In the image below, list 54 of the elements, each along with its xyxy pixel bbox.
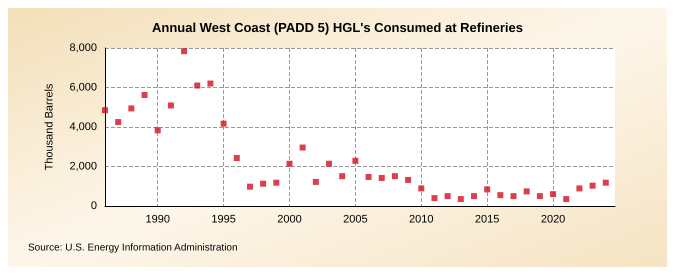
point (470, 193, 477, 200)
source-note: Source: U.S. Energy Information Administration (28, 242, 238, 254)
point (392, 173, 398, 180)
x-tick-label: 1990 (145, 214, 170, 226)
point (312, 178, 319, 185)
point (510, 193, 517, 200)
point (524, 188, 530, 194)
point (115, 119, 122, 126)
point (484, 186, 490, 192)
point (378, 174, 385, 181)
point (220, 120, 227, 127)
point (550, 191, 556, 198)
point (576, 185, 582, 192)
point (418, 185, 424, 192)
point (497, 192, 504, 198)
point (286, 160, 292, 167)
y-tick-label: 8,000 (69, 42, 97, 54)
x-tick-label: 2015 (474, 214, 500, 226)
point (194, 82, 200, 89)
point (536, 193, 543, 200)
chart-title: Annual West Coast (PADD 5) HGL's Consumed at Refineries (152, 20, 524, 35)
point (563, 196, 570, 202)
x-tick-label: 2020 (540, 214, 566, 226)
point (602, 180, 609, 186)
point (168, 102, 174, 108)
point (207, 80, 214, 87)
point (431, 195, 438, 202)
point (458, 196, 464, 202)
point (444, 193, 451, 200)
point (102, 107, 108, 114)
point (300, 144, 306, 151)
point (352, 158, 358, 164)
x-tick-label: 2000 (277, 214, 302, 226)
point (339, 173, 346, 180)
point (590, 182, 596, 189)
point (142, 92, 148, 98)
point (234, 155, 240, 162)
point (405, 176, 412, 183)
y-axis-title: Thousand Barrels (44, 83, 56, 170)
point (260, 180, 266, 187)
point (366, 174, 372, 180)
x-tick-label: 1995 (211, 214, 236, 226)
point (246, 184, 253, 190)
y-tick-label: 2,000 (69, 160, 97, 172)
y-tick-label: 0 (90, 200, 97, 212)
point (154, 127, 161, 134)
point (128, 105, 134, 112)
point (181, 48, 188, 54)
x-tick-label: 2010 (409, 214, 434, 226)
x-tick-label: 2005 (343, 214, 368, 226)
y-tick-label: 4,000 (69, 121, 97, 133)
point (273, 180, 280, 186)
y-tick-label: 6,000 (69, 82, 97, 94)
point (326, 160, 332, 167)
